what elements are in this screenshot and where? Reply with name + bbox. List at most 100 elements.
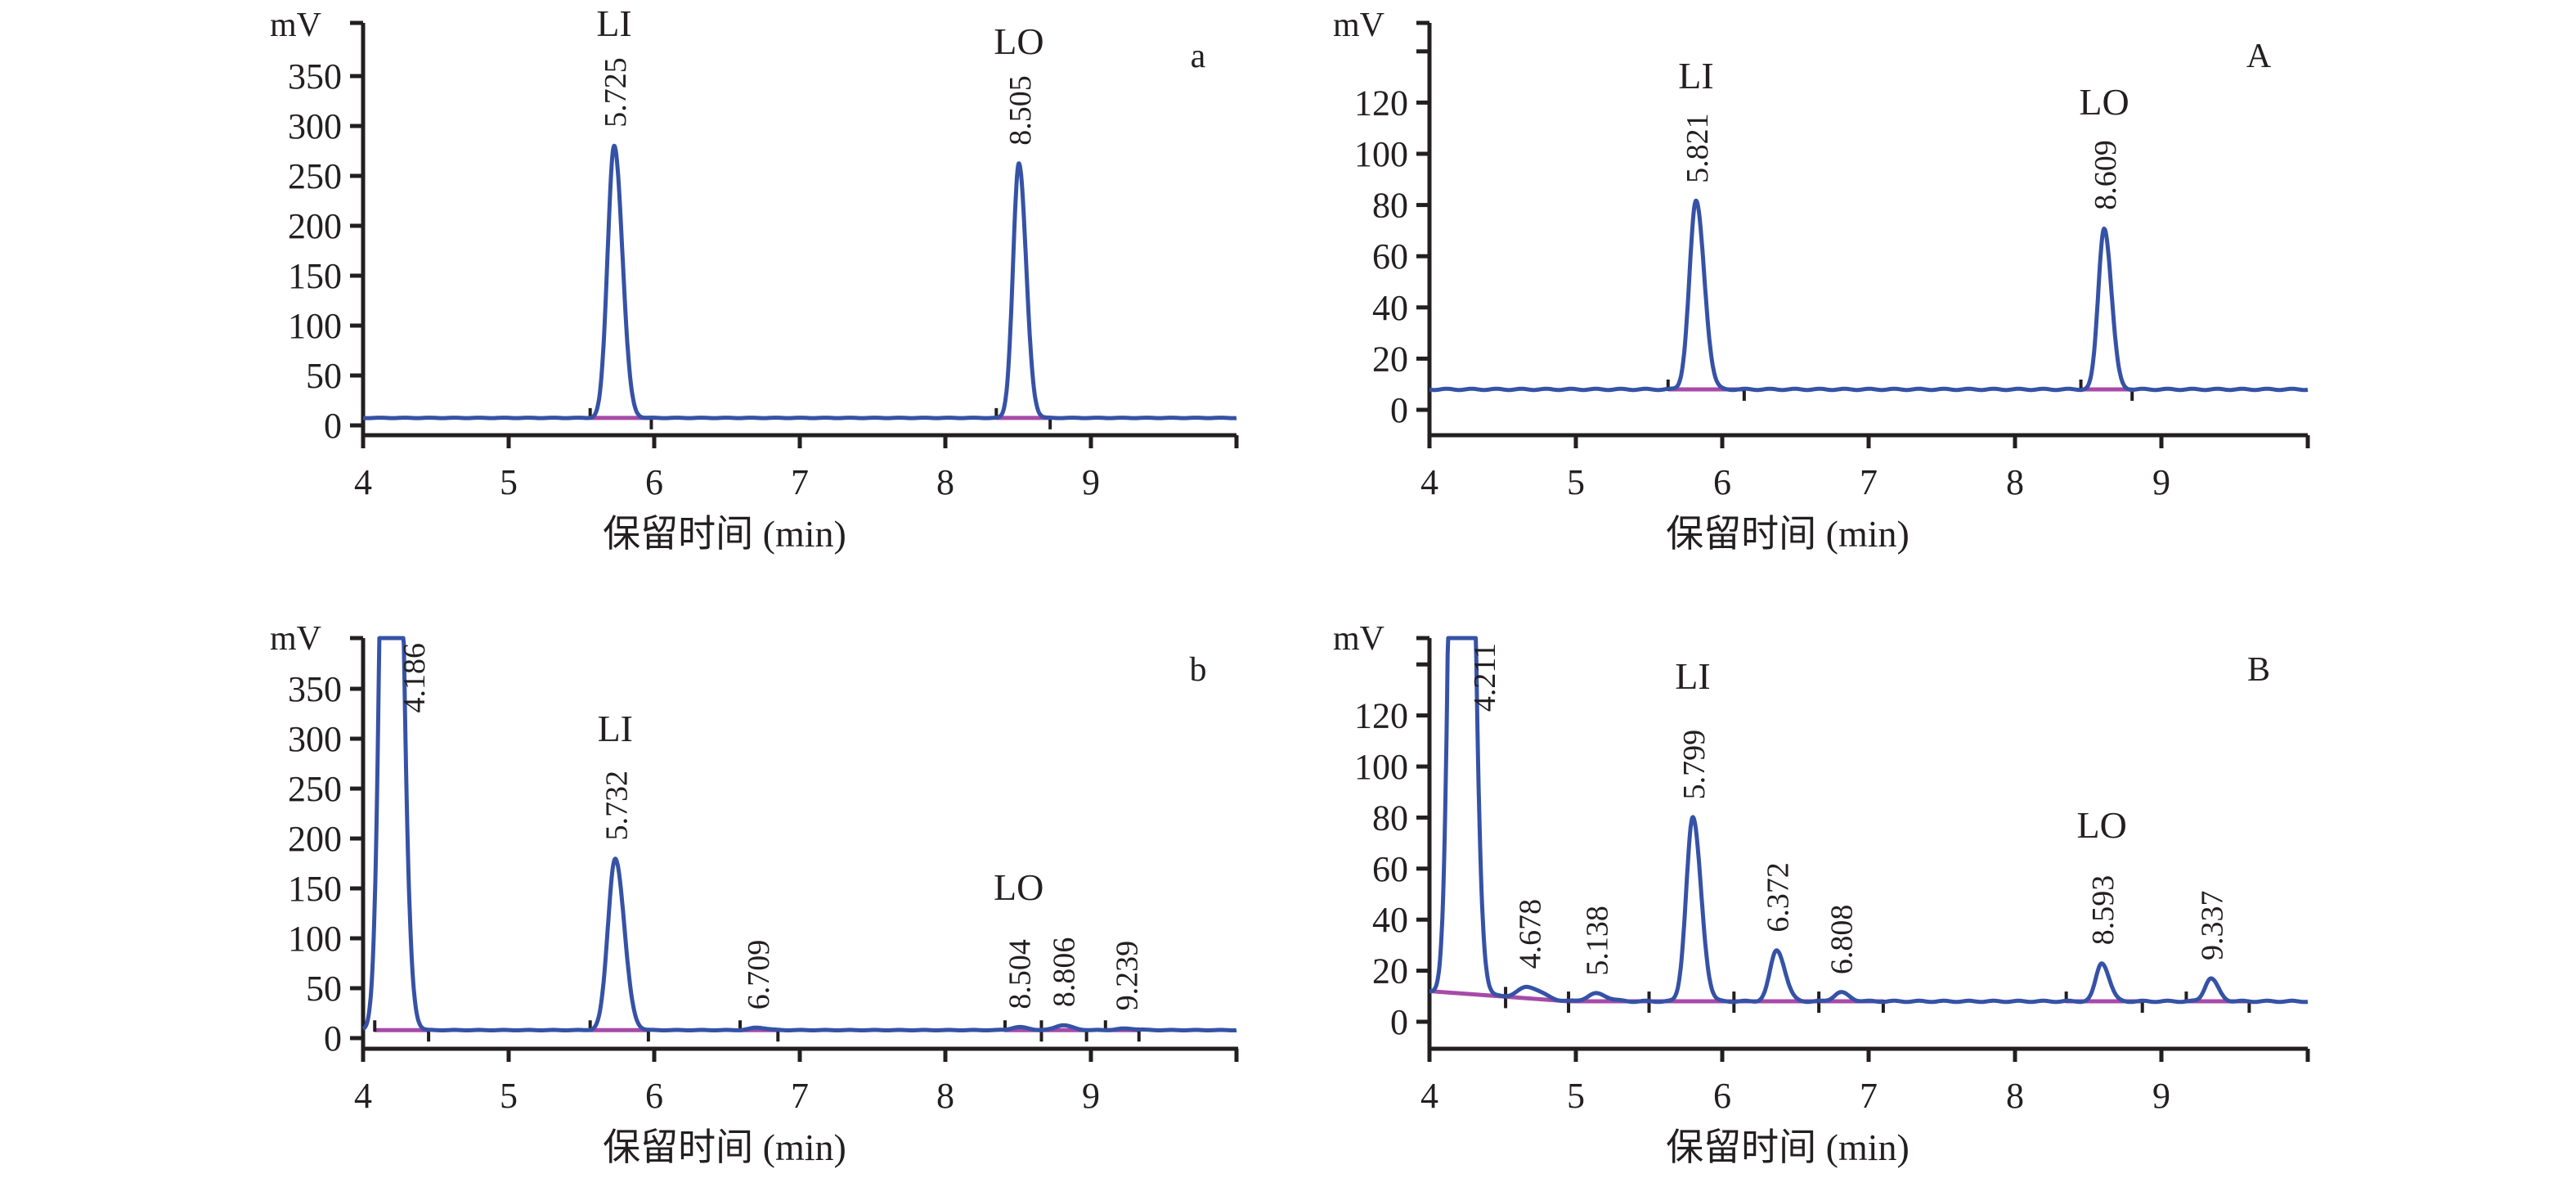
x-tick-label: 9 <box>2152 462 2170 502</box>
x-axis-title: 保留时间 (min) <box>1666 513 1910 555</box>
x-tick-label: 8 <box>936 1076 954 1116</box>
y-tick-label: 40 <box>1372 288 1408 328</box>
y-tick-label: 100 <box>288 306 342 346</box>
y-tick-label: 250 <box>288 769 342 809</box>
peak-rt-label: 5.821 <box>1681 113 1715 183</box>
x-tick-label: 4 <box>354 462 372 502</box>
plot-area: 4.211 4.678 5.138 5.799 LI 6.372 6.808 8.593 LO 9… <box>1428 636 2309 1014</box>
compound-label: LI <box>1678 55 1713 97</box>
y-tick-label: 300 <box>288 106 342 146</box>
y-tick-label: 0 <box>1390 390 1408 430</box>
y-tick-label: 250 <box>288 156 342 196</box>
y-ticks: 0 20 40 60 80 100 120 <box>1354 20 1432 447</box>
y-tick-label: 100 <box>1354 747 1408 787</box>
peak-rt-label: 4.186 <box>397 643 432 713</box>
x-tick-label: 4 <box>1420 1076 1438 1116</box>
y-tick-label: 350 <box>288 669 342 709</box>
x-tick-label: 7 <box>1860 462 1878 502</box>
peak-rt-label: 8.806 <box>1047 937 1081 1008</box>
peak-rt-label: 8.593 <box>2086 875 2120 946</box>
y-tick-label: 0 <box>1390 1002 1408 1042</box>
y-axis-unit-label: mV <box>270 7 321 44</box>
chromatogram-trace <box>1428 636 2309 1005</box>
x-ticks: 4 5 6 7 8 9 <box>354 1046 1239 1116</box>
panel-A: mV A 保留时间 (min) 0 20 40 60 80 100 120 4 5 6 7 8 9 5… <box>1333 7 2310 555</box>
peak-rt-label: 9.337 <box>2195 890 2229 960</box>
y-tick-label: 300 <box>288 719 342 759</box>
peak-rt-label: 5.138 <box>1581 906 1615 976</box>
peak-rt-label: 8.609 <box>2089 140 2123 210</box>
y-tick-label: 120 <box>1354 83 1408 123</box>
y-tick-label: 50 <box>306 356 342 396</box>
compound-label: LO <box>994 20 1043 62</box>
panel-label: b <box>1190 651 1207 689</box>
integration-baseline <box>1429 989 1506 999</box>
y-tick-label: 0 <box>324 406 342 446</box>
y-ticks: 0 50 100 150 200 250 300 350 <box>288 636 366 1060</box>
peak-rt-label: 8.504 <box>1003 939 1038 1009</box>
x-tick-label: 7 <box>791 462 809 502</box>
y-axis-unit-label: mV <box>1333 7 1384 44</box>
panel-B: mV B 保留时间 (min) 0 20 40 60 80 100 120 4 5 6 7 8 9 4… <box>1333 620 2310 1168</box>
y-tick-label: 40 <box>1372 900 1408 940</box>
y-axis-unit-label: mV <box>1333 620 1384 658</box>
x-tick-label: 5 <box>500 462 518 502</box>
plot-area: 5.821 LI 8.609 LO <box>1428 55 2309 401</box>
plot-area: 4.186 5.732 LI 6.709 8.504 LO8.806 9.239 <box>361 636 1238 1042</box>
y-tick-label: 60 <box>1372 236 1408 277</box>
peak-rt-label: 8.505 <box>1003 75 1038 146</box>
x-tick-label: 6 <box>1713 1076 1731 1116</box>
x-ticks: 4 5 6 7 8 9 <box>1420 433 2310 502</box>
y-ticks: 0 50 100 150 200 250 300 350 <box>288 20 366 447</box>
x-axis-title: 保留时间 (min) <box>1666 1126 1910 1168</box>
compound-label: LO <box>2079 81 2129 123</box>
chromatogram-trace <box>1428 198 2309 393</box>
peak-rt-label: 5.732 <box>599 771 634 841</box>
y-tick-label: 150 <box>288 869 342 909</box>
panel-label: B <box>2247 651 2270 689</box>
x-tick-label: 6 <box>645 1076 663 1116</box>
y-tick-label: 60 <box>1372 849 1408 889</box>
compound-label: LI <box>596 2 631 44</box>
chromatogram-trace <box>361 636 1238 1032</box>
x-tick-label: 9 <box>2152 1076 2170 1116</box>
y-tick-label: 80 <box>1372 798 1408 838</box>
chromatogram-trace <box>361 143 1238 420</box>
x-axis-title: 保留时间 (min) <box>603 513 846 555</box>
peak-rt-label: 4.678 <box>1513 899 1547 969</box>
y-tick-label: 20 <box>1372 339 1408 379</box>
panel-a: mV a 保留时间 (min) 0 50 100 150 200 250 300 350 4 5… <box>270 2 1239 555</box>
x-tick-label: 6 <box>1713 462 1731 502</box>
compound-label: LI <box>1675 655 1710 697</box>
y-ticks: 0 20 40 60 80 100 120 <box>1354 636 1432 1060</box>
y-tick-label: 150 <box>288 256 342 296</box>
x-tick-label: 8 <box>936 462 954 502</box>
x-tick-label: 7 <box>791 1076 809 1116</box>
x-tick-label: 5 <box>1567 1076 1585 1116</box>
plot-area: 5.725 LI 8.505 LO <box>361 2 1238 429</box>
x-tick-label: 4 <box>1420 462 1438 502</box>
y-tick-label: 350 <box>288 56 342 97</box>
peak-rt-label: 9.239 <box>1111 941 1145 1011</box>
x-tick-label: 6 <box>645 462 663 502</box>
y-tick-label: 20 <box>1372 951 1408 991</box>
x-tick-label: 8 <box>2006 1076 2024 1116</box>
peak-rt-label: 5.799 <box>1677 730 1712 800</box>
panel-label: a <box>1191 38 1206 75</box>
x-axis-title: 保留时间 (min) <box>603 1126 846 1168</box>
x-ticks: 4 5 6 7 8 9 <box>1420 1046 2310 1116</box>
x-tick-label: 9 <box>1082 462 1100 502</box>
peak-rt-label: 6.372 <box>1761 862 1796 933</box>
y-axis-unit-label: mV <box>270 620 321 658</box>
x-tick-label: 8 <box>2006 462 2024 502</box>
y-tick-label: 200 <box>288 819 342 859</box>
x-tick-label: 5 <box>500 1076 518 1116</box>
peak-rt-label: 6.808 <box>1825 905 1860 975</box>
y-tick-label: 100 <box>288 919 342 959</box>
y-tick-label: 120 <box>1354 696 1408 736</box>
panel-b: mV b 保留时间 (min) 0 50 100 150 200 250 300 350 4 5… <box>270 620 1239 1168</box>
y-tick-label: 100 <box>1354 134 1408 174</box>
x-tick-label: 7 <box>1860 1076 1878 1116</box>
peak-rt-label: 4.211 <box>1468 643 1502 712</box>
